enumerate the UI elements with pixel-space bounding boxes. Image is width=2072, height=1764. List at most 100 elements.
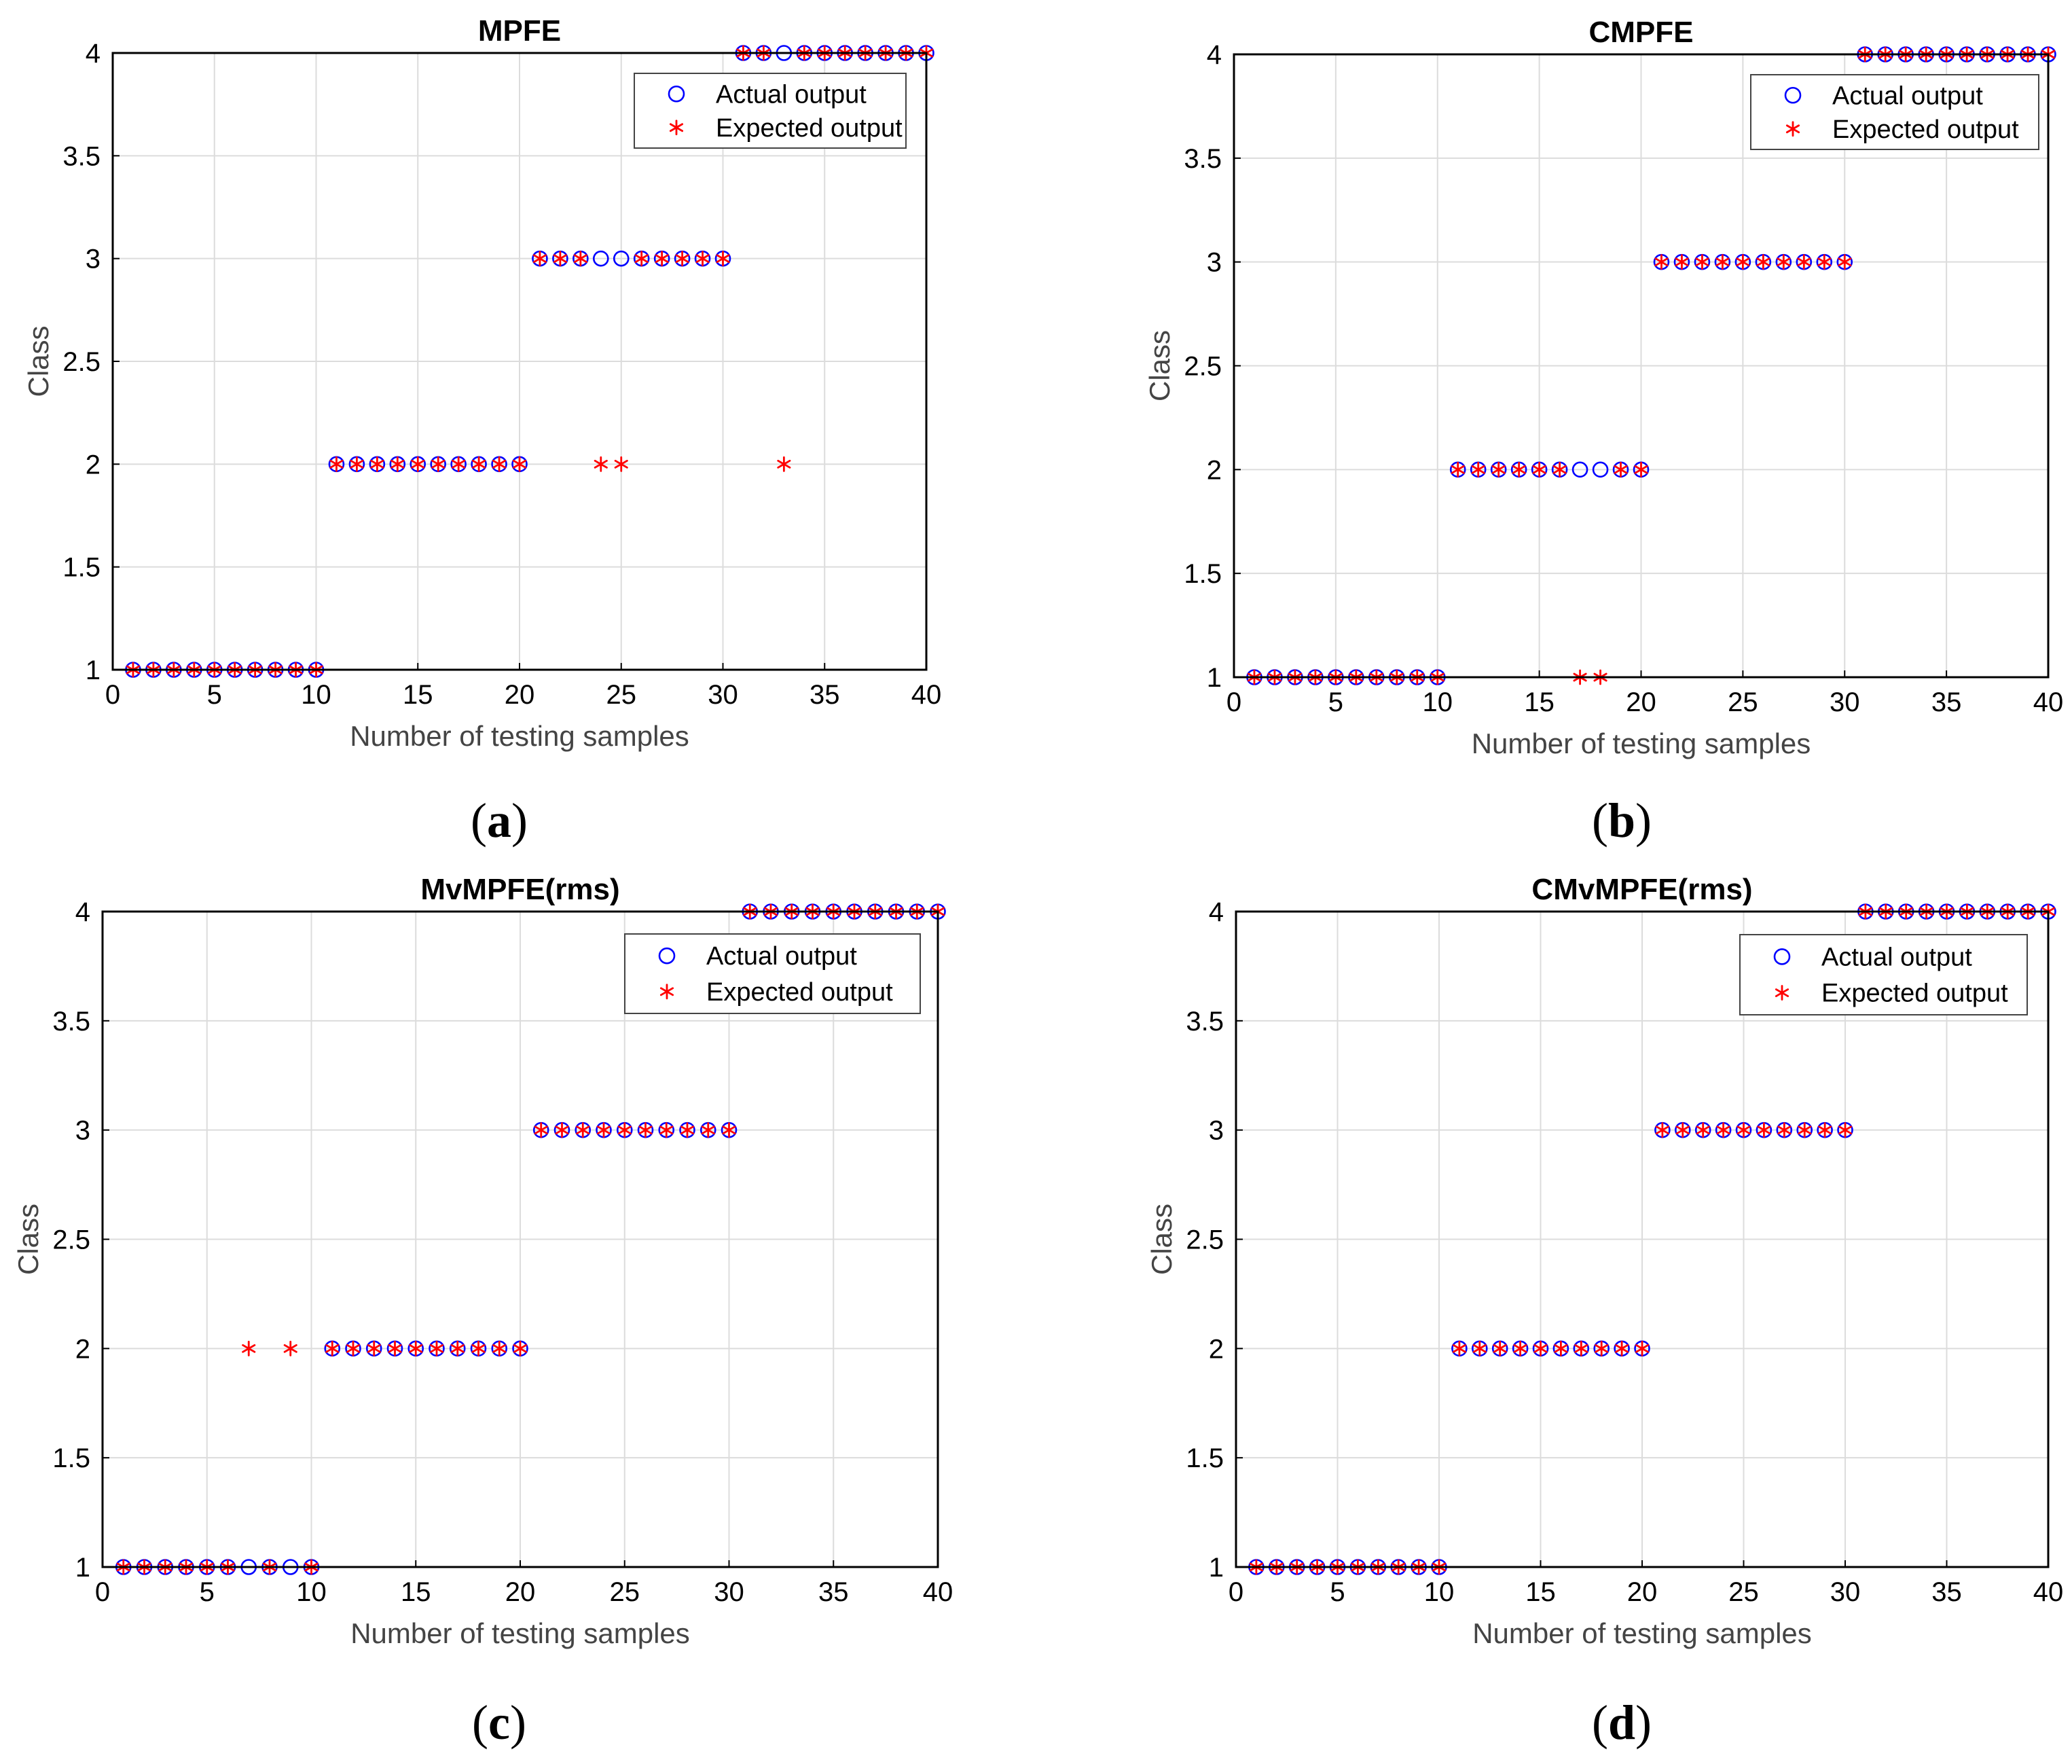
asterisk-stroke (346, 1344, 361, 1353)
x-axis-label: Number of testing samples (350, 720, 689, 752)
asterisk-stroke (596, 1126, 611, 1135)
expected-output-point (346, 1340, 361, 1356)
asterisk-stroke (513, 1344, 528, 1353)
expected-output-point (409, 1340, 423, 1356)
axes-frame (1235, 910, 2050, 1568)
x-tick-label: 25 (610, 1577, 640, 1607)
expected-output-point (472, 456, 486, 472)
asterisk-stroke (411, 459, 425, 469)
asterisk-stroke (659, 987, 674, 996)
legend-box (624, 933, 921, 1014)
expected-output-point (1797, 254, 1811, 270)
legend-expected-label: Expected output (1832, 115, 2019, 144)
expected-output-point (1533, 1340, 1548, 1356)
x-tick-label: 10 (296, 1577, 327, 1607)
y-tick-label: 2 (1209, 1334, 1224, 1364)
expected-output-point (431, 456, 446, 472)
y-tick-label: 1 (1209, 1553, 1224, 1583)
asterisk-stroke (492, 1344, 507, 1353)
legend-actual-marker (1784, 86, 1802, 104)
expected-output-point (1737, 1122, 1751, 1138)
asterisk-stroke (614, 459, 628, 469)
asterisk-stroke (1655, 1126, 1669, 1135)
x-tick-label: 25 (1728, 1577, 1759, 1607)
actual-output-point (613, 250, 630, 267)
axes-frame (1233, 53, 2050, 679)
expected-output-point (1777, 1122, 1792, 1138)
legend-actual-marker (1773, 948, 1791, 965)
asterisk-stroke (1716, 1126, 1730, 1135)
x-tick-label: 0 (95, 1577, 110, 1607)
legend-actual-label: Actual output (706, 942, 857, 971)
legend-actual-label: Actual output (1821, 943, 1972, 971)
y-tick-label: 4 (1209, 897, 1224, 927)
legend: Actual output Expected output (624, 933, 921, 1014)
x-tick-label: 5 (200, 1577, 215, 1607)
expected-output-point (1513, 1340, 1527, 1356)
actual-output-point (592, 250, 609, 267)
expected-output-point (1634, 461, 1648, 478)
asterisk-stroke (1472, 1344, 1487, 1353)
y-tick-label: 3 (86, 245, 101, 274)
asterisk-stroke (390, 459, 405, 469)
expected-output-point (722, 1122, 736, 1138)
expected-output-point (1675, 1122, 1690, 1138)
asterisk-stroke (1451, 465, 1465, 474)
y-tick-label: 2.5 (52, 1225, 90, 1255)
axes-frame (101, 910, 939, 1568)
asterisk-stroke (492, 459, 507, 469)
expected-output-point (534, 1122, 548, 1138)
expected-output-point (659, 1122, 674, 1138)
asterisk-stroke (638, 1126, 653, 1135)
expected-output-point (617, 1122, 632, 1138)
y-tick-label: 1 (75, 1553, 90, 1583)
y-tick-label: 1 (1207, 663, 1222, 693)
expected-output-point (680, 1122, 695, 1138)
x-tick-label: 20 (505, 1577, 536, 1607)
expected-output-point (532, 251, 547, 267)
asterisk-stroke (1757, 1126, 1771, 1135)
y-tick-label: 2.5 (1184, 352, 1222, 382)
chart-panel-d: 0 5 10 15 20 25 30 35 40 1 1.5 2 2.5 3 3.5 4 CMvMPFE(rms… (1146, 873, 2063, 1750)
y-tick-label: 2.5 (1186, 1225, 1224, 1255)
expected-output-point (1654, 254, 1669, 270)
expected-output-point (701, 1122, 715, 1138)
legend-expected-marker (1785, 121, 1800, 137)
x-tick-label: 40 (2033, 687, 2064, 717)
asterisk-stroke (1695, 257, 1709, 267)
legend-box (634, 73, 907, 149)
expected-output-point (1818, 1122, 1832, 1138)
y-tick-label: 3 (75, 1116, 90, 1146)
x-tick-label: 5 (1330, 1577, 1345, 1607)
expected-output-point (1595, 1340, 1609, 1356)
legend-expected-label: Expected output (1821, 979, 2008, 1008)
asterisk-stroke (1574, 1344, 1588, 1353)
y-tick-label: 2 (1207, 455, 1222, 485)
actual-output-point (1571, 461, 1588, 478)
asterisk-stroke (1736, 257, 1750, 267)
asterisk-stroke (1634, 465, 1648, 474)
chart-panel-a: 0 5 10 15 20 25 30 35 40 1 1.5 2 2.5 3 3.5 4 MPFE Number … (22, 14, 941, 848)
x-axis-label: Number of testing samples (1472, 1617, 1812, 1649)
y-tick-label: 1.5 (1186, 1443, 1224, 1473)
asterisk-stroke (512, 459, 527, 469)
expected-output-point (492, 1340, 507, 1356)
asterisk-stroke (1818, 1126, 1832, 1135)
chart-title: MPFE (478, 14, 561, 48)
x-tick-label: 0 (1229, 1577, 1243, 1607)
expected-output-point (594, 456, 608, 472)
asterisk-stroke (1532, 465, 1546, 474)
asterisk-stroke (242, 1344, 256, 1353)
asterisk-stroke (675, 254, 689, 264)
asterisk-stroke (1614, 465, 1628, 474)
y-tick-label: 2.5 (62, 347, 101, 377)
expected-output-point (1574, 1340, 1588, 1356)
expected-output-point (512, 456, 527, 472)
expected-output-point (388, 1340, 402, 1356)
expected-output-point (411, 456, 425, 472)
expected-output-point (573, 251, 587, 267)
asterisk-stroke (553, 254, 567, 264)
asterisk-stroke (1493, 1344, 1507, 1353)
legend-box (1739, 934, 2028, 1015)
